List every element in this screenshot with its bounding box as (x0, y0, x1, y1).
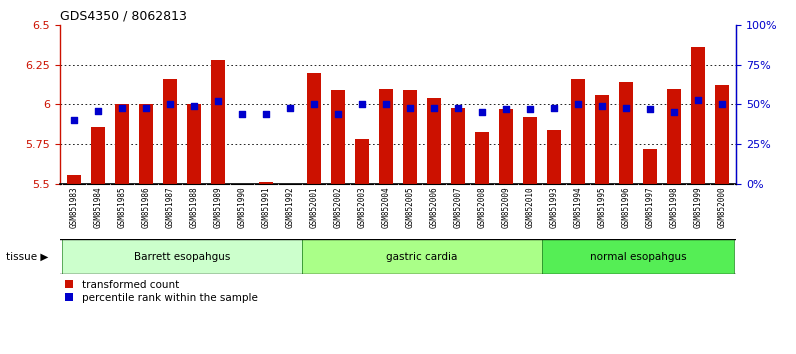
Bar (163, 79, 178, 184)
Point (283, 105, 296, 110)
Bar (139, 104, 154, 184)
Bar (691, 47, 705, 184)
Bar (259, 183, 273, 184)
Point (619, 105, 632, 110)
Text: GSM851988: GSM851988 (189, 187, 198, 228)
Text: GSM852009: GSM852009 (501, 187, 510, 228)
Point (451, 105, 464, 110)
Text: GDS4350 / 8062813: GDS4350 / 8062813 (60, 9, 186, 22)
Bar (211, 60, 225, 184)
Text: GSM852007: GSM852007 (454, 187, 462, 228)
Point (404, 105, 416, 110)
Bar (331, 90, 345, 184)
Point (572, 102, 584, 107)
Point (524, 106, 537, 112)
Bar (499, 109, 513, 184)
Text: GSM851993: GSM851993 (549, 187, 559, 228)
Point (427, 105, 440, 110)
Text: GSM851992: GSM851992 (286, 187, 295, 228)
Text: GSM852006: GSM852006 (430, 187, 439, 228)
Text: GSM852008: GSM852008 (478, 187, 486, 228)
Text: GSM851986: GSM851986 (142, 187, 150, 228)
Bar (667, 88, 681, 184)
Point (716, 102, 728, 107)
Point (356, 102, 369, 107)
Point (259, 111, 272, 117)
Point (308, 102, 321, 107)
Point (92, 108, 104, 114)
Point (140, 105, 153, 110)
Bar (715, 85, 729, 184)
Text: GSM851997: GSM851997 (646, 187, 654, 228)
Text: GSM851990: GSM851990 (237, 187, 247, 228)
Text: GSM852002: GSM852002 (334, 187, 342, 228)
Point (115, 105, 128, 110)
Text: GSM852000: GSM852000 (717, 187, 727, 228)
Bar (451, 108, 465, 184)
Text: tissue ▶: tissue ▶ (6, 252, 49, 262)
Text: GSM851984: GSM851984 (94, 187, 103, 228)
Text: GSM851991: GSM851991 (262, 187, 271, 228)
Text: GSM851998: GSM851998 (669, 187, 678, 228)
Bar (379, 88, 393, 184)
Text: GSM851983: GSM851983 (69, 187, 79, 228)
Text: Barrett esopahgus: Barrett esopahgus (134, 252, 230, 262)
Text: GSM851989: GSM851989 (213, 187, 223, 228)
Bar (595, 95, 609, 184)
Text: GSM852003: GSM852003 (357, 187, 366, 228)
Point (68, 118, 80, 123)
Point (188, 103, 201, 109)
Bar (67, 175, 81, 184)
Text: GSM852010: GSM852010 (525, 187, 534, 228)
Bar (427, 98, 441, 184)
Bar (403, 90, 417, 184)
FancyBboxPatch shape (62, 239, 302, 274)
Text: GSM851999: GSM851999 (693, 187, 702, 228)
Point (332, 111, 345, 117)
Point (380, 102, 392, 107)
Bar (115, 104, 129, 184)
FancyBboxPatch shape (302, 239, 542, 274)
Bar (523, 117, 537, 184)
Point (548, 105, 560, 110)
Bar (642, 149, 657, 184)
Bar (571, 79, 585, 184)
Bar (91, 127, 105, 184)
Bar (306, 73, 322, 184)
FancyBboxPatch shape (542, 239, 734, 274)
Text: GSM851994: GSM851994 (573, 187, 583, 228)
Text: GSM852005: GSM852005 (405, 187, 415, 228)
Point (595, 103, 608, 109)
Text: GSM852001: GSM852001 (310, 187, 318, 228)
Text: gastric cardia: gastric cardia (386, 252, 458, 262)
Legend: transformed count, percentile rank within the sample: transformed count, percentile rank withi… (65, 280, 257, 303)
Point (212, 98, 224, 104)
Point (500, 106, 513, 112)
Point (164, 102, 177, 107)
Point (643, 106, 656, 112)
Point (475, 110, 488, 115)
Point (692, 97, 704, 102)
Text: GSM851985: GSM851985 (118, 187, 127, 228)
Text: GSM851995: GSM851995 (598, 187, 607, 228)
Point (668, 110, 681, 115)
Bar (355, 139, 369, 184)
Bar (618, 82, 633, 184)
Text: GSM851987: GSM851987 (166, 187, 174, 228)
Text: GSM851996: GSM851996 (622, 187, 630, 228)
Bar (187, 104, 201, 184)
Text: GSM852004: GSM852004 (381, 187, 391, 228)
Bar (474, 131, 490, 184)
Text: normal esopahgus: normal esopahgus (590, 252, 686, 262)
Point (236, 111, 248, 117)
Bar (547, 130, 561, 184)
